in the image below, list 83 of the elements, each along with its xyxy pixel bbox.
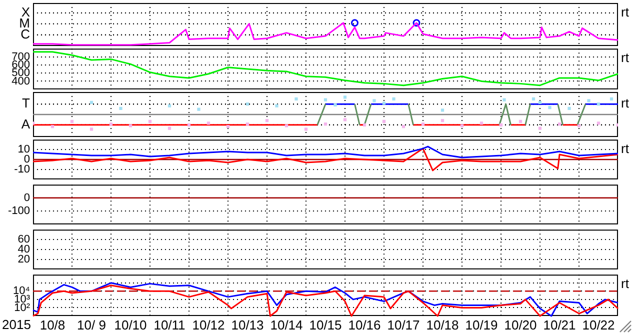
- point: [187, 123, 191, 126]
- point: [382, 102, 386, 105]
- point: [304, 128, 308, 131]
- y-tick-label: 40: [18, 244, 30, 256]
- ref-line-label: A: [21, 116, 30, 132]
- x-tick-label: 10/12: [192, 317, 225, 332]
- point: [119, 106, 122, 110]
- point: [109, 122, 113, 126]
- text: rt: [621, 276, 630, 292]
- x-tick-label: 10/14: [270, 317, 303, 332]
- point: [294, 97, 298, 100]
- point: [324, 98, 328, 102]
- point: [324, 122, 328, 126]
- x-tick-label: 10/20: [504, 317, 537, 332]
- y-tick-label: 20: [18, 253, 30, 266]
- ref-line-label: T: [22, 96, 30, 111]
- x-tick-label: 10/21: [543, 317, 576, 332]
- y-tick-label: 0: [24, 192, 30, 204]
- point: [284, 124, 288, 128]
- point: [538, 100, 542, 104]
- point: [168, 126, 172, 130]
- point: [460, 124, 464, 128]
- y-tick-label: 0: [24, 154, 30, 166]
- point: [343, 118, 347, 122]
- x-tick-label: 10/8: [40, 317, 66, 332]
- y-tick-label: 10²: [14, 302, 30, 314]
- point: [587, 99, 590, 102]
- annotation: rt: [621, 96, 630, 111]
- point: [596, 122, 600, 125]
- point: [246, 122, 250, 126]
- point: [532, 97, 536, 100]
- text: rt: [621, 50, 630, 66]
- point: [558, 122, 562, 126]
- point: [226, 125, 230, 128]
- point: [70, 120, 74, 123]
- x-tick-label: 10/13: [231, 317, 264, 332]
- point: [518, 120, 522, 123]
- point: [206, 122, 210, 125]
- point: [577, 124, 581, 128]
- y-tick-label: -100: [8, 205, 30, 218]
- point: [499, 123, 503, 126]
- y-tick-label: 60: [18, 234, 30, 246]
- point: [372, 99, 376, 102]
- point: [90, 128, 94, 131]
- point: [50, 125, 54, 128]
- text: rt: [621, 141, 630, 156]
- x-tick-label: 10/10: [114, 317, 147, 332]
- point: [275, 104, 278, 108]
- y-tick-label: 10: [18, 144, 30, 156]
- point: [128, 124, 132, 128]
- x-tick-label: 10/19: [465, 317, 498, 332]
- point: [343, 96, 347, 99]
- x-tick-label: 10/17: [387, 317, 420, 332]
- x-tick-label: 10/16: [348, 317, 381, 332]
- point: [568, 106, 571, 110]
- x-tick-label: 10/18: [426, 317, 459, 332]
- x-tick-label: 10/11: [154, 317, 186, 332]
- y-tick-label: -10: [14, 163, 30, 176]
- point: [246, 102, 250, 106]
- point: [197, 108, 200, 111]
- point: [334, 103, 337, 107]
- x-tick-label: 10/22: [582, 317, 615, 332]
- point: [90, 100, 94, 104]
- point: [440, 108, 444, 112]
- x-axis-title: 2015: [2, 317, 31, 332]
- point: [480, 122, 484, 125]
- point: [440, 118, 444, 122]
- point: [596, 102, 600, 106]
- text: rt: [621, 4, 630, 20]
- point: [421, 122, 425, 126]
- x-tick-label: 10/ 9: [77, 317, 106, 332]
- point: [382, 120, 386, 123]
- point: [402, 125, 406, 128]
- point: [538, 126, 542, 130]
- point: [168, 104, 172, 108]
- point: [265, 118, 269, 122]
- point: [148, 120, 152, 123]
- point: [548, 106, 552, 110]
- point: [362, 123, 366, 126]
- x-tick-label: 10/15: [309, 317, 342, 332]
- point: [502, 98, 506, 102]
- point: [610, 97, 614, 100]
- point: [392, 97, 396, 100]
